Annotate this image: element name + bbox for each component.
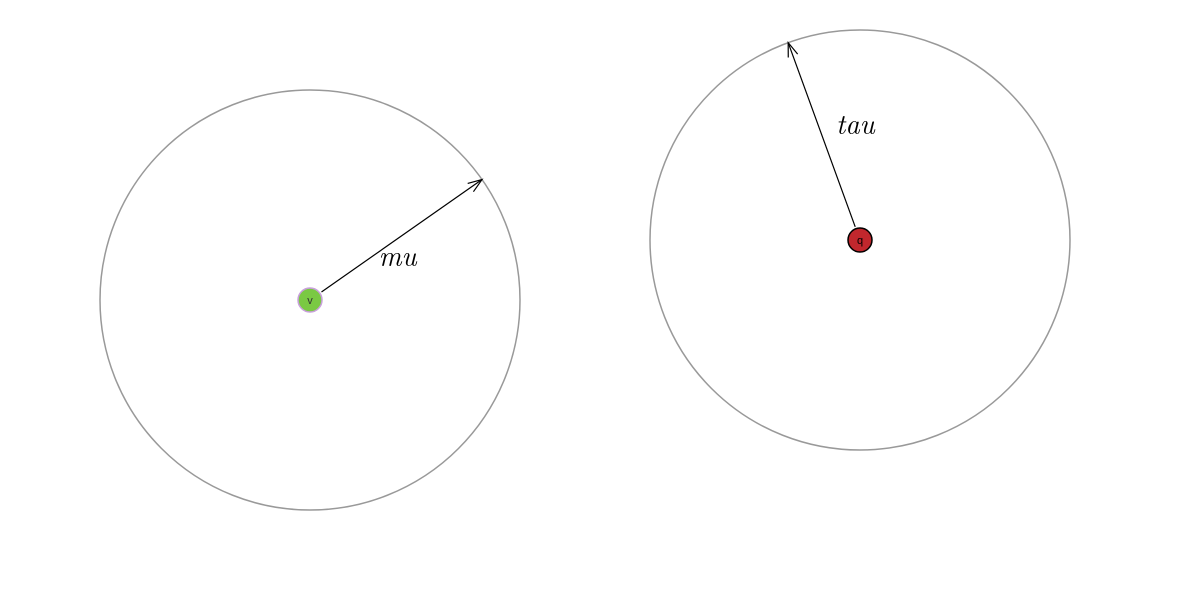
- diagram-right: tau q: [650, 30, 1070, 450]
- radius-arrow-right: tau: [788, 43, 875, 227]
- center-node-left: v: [298, 288, 322, 312]
- radius-label-left: mu: [379, 235, 418, 275]
- radius-arrow-left: mu: [321, 180, 482, 292]
- center-node-right: q: [848, 228, 872, 252]
- center-label-left: v: [307, 295, 313, 307]
- diagram-left: mu v: [100, 90, 520, 510]
- radius-label-right: tau: [836, 103, 876, 143]
- center-label-right: q: [857, 235, 863, 247]
